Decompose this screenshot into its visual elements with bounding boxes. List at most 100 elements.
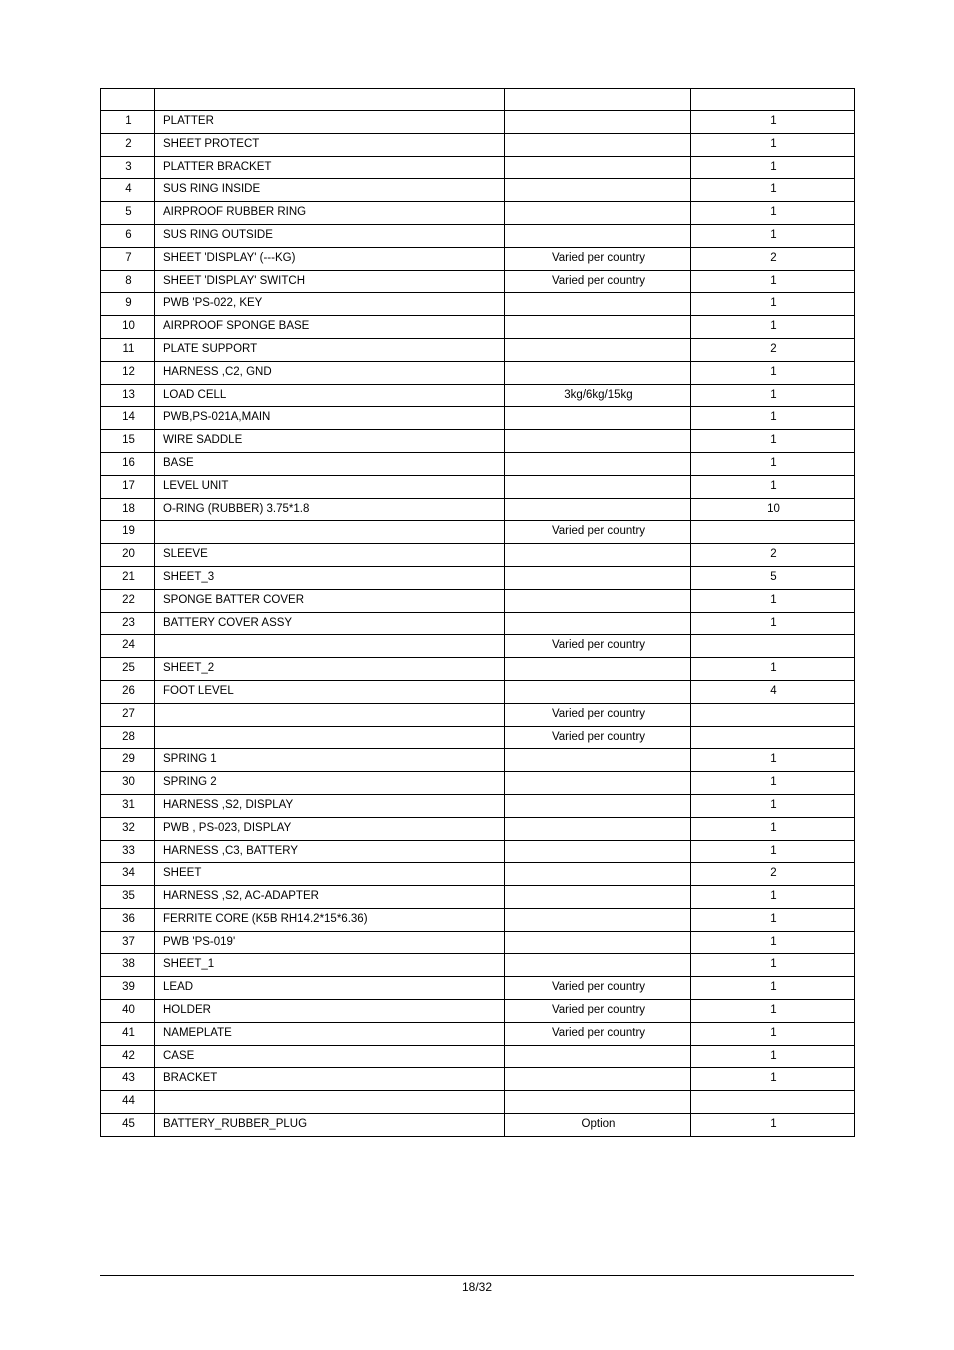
table-row: 7SHEET 'DISPLAY' (---KG)Varied per count… xyxy=(101,247,855,270)
cell-qty: 1 xyxy=(691,1114,855,1137)
table-row: 25SHEET_21 xyxy=(101,658,855,681)
cell-no: 31 xyxy=(101,794,155,817)
cell-no: 5 xyxy=(101,202,155,225)
cell-description: SHEET_2 xyxy=(155,658,505,681)
cell-description: BATTERY COVER ASSY xyxy=(155,612,505,635)
cell-description: PWB 'PS-022, KEY xyxy=(155,293,505,316)
cell-description: WIRE SADDLE xyxy=(155,430,505,453)
table-row: 41NAMEPLATEVaried per country1 xyxy=(101,1022,855,1045)
cell-no: 10 xyxy=(101,316,155,339)
cell-note xyxy=(505,931,691,954)
cell-no: 36 xyxy=(101,908,155,931)
cell-qty: 1 xyxy=(691,1022,855,1045)
cell-description: PLATE SUPPORT xyxy=(155,338,505,361)
cell-note xyxy=(505,111,691,134)
cell-note xyxy=(505,544,691,567)
cell-qty xyxy=(691,726,855,749)
cell-description: NAMEPLATE xyxy=(155,1022,505,1045)
table-row: 6SUS RING OUTSIDE1 xyxy=(101,224,855,247)
cell-note xyxy=(505,361,691,384)
cell-no: 28 xyxy=(101,726,155,749)
table-row: 26FOOT LEVEL4 xyxy=(101,680,855,703)
cell-no: 41 xyxy=(101,1022,155,1045)
cell-no: 34 xyxy=(101,863,155,886)
cell-no: 35 xyxy=(101,886,155,909)
cell-description: AIRPROOF SPONGE BASE xyxy=(155,316,505,339)
table-row: 2SHEET PROTECT 1 xyxy=(101,133,855,156)
cell-qty: 1 xyxy=(691,111,855,134)
table-row: 31HARNESS ,S2, DISPLAY1 xyxy=(101,794,855,817)
cell-no: 44 xyxy=(101,1091,155,1114)
table-row: 17LEVEL UNIT1 xyxy=(101,475,855,498)
table-row: 28Varied per country xyxy=(101,726,855,749)
cell-no: 18 xyxy=(101,498,155,521)
cell-note: Option xyxy=(505,1114,691,1137)
table-row: 1PLATTER1 xyxy=(101,111,855,134)
table-row: 5AIRPROOF RUBBER RING1 xyxy=(101,202,855,225)
cell-qty: 1 xyxy=(691,749,855,772)
table-row: 33HARNESS ,C3, BATTERY1 xyxy=(101,840,855,863)
table-row: 10AIRPROOF SPONGE BASE1 xyxy=(101,316,855,339)
cell-description: SHEET PROTECT xyxy=(155,133,505,156)
cell-qty: 1 xyxy=(691,224,855,247)
cell-qty: 10 xyxy=(691,498,855,521)
cell-qty: 1 xyxy=(691,817,855,840)
cell-no: 29 xyxy=(101,749,155,772)
cell-no: 19 xyxy=(101,521,155,544)
cell-note xyxy=(505,498,691,521)
cell-description: HARNESS ,C2, GND xyxy=(155,361,505,384)
table-row: 38SHEET_11 xyxy=(101,954,855,977)
cell-qty: 2 xyxy=(691,863,855,886)
cell-no: 24 xyxy=(101,635,155,658)
cell-qty: 2 xyxy=(691,247,855,270)
table-row: 16BASE1 xyxy=(101,452,855,475)
cell-no: 2 xyxy=(101,133,155,156)
cell-qty: 1 xyxy=(691,612,855,635)
cell-note xyxy=(505,1045,691,1068)
cell-no: 39 xyxy=(101,977,155,1000)
table-row: 11PLATE SUPPORT2 xyxy=(101,338,855,361)
cell-note: Varied per country xyxy=(505,635,691,658)
cell-description xyxy=(155,1091,505,1114)
cell-note xyxy=(505,133,691,156)
table-row: 29SPRING 11 xyxy=(101,749,855,772)
cell-note xyxy=(505,680,691,703)
cell-qty: 1 xyxy=(691,133,855,156)
cell-no: 4 xyxy=(101,179,155,202)
cell-no: 43 xyxy=(101,1068,155,1091)
table-row: 13LOAD CELL3kg/6kg/15kg1 xyxy=(101,384,855,407)
cell-no: 26 xyxy=(101,680,155,703)
table-row: 14PWB,PS-021A,MAIN1 xyxy=(101,407,855,430)
cell-description: BRACKET xyxy=(155,1068,505,1091)
cell-note xyxy=(505,452,691,475)
cell-no: 12 xyxy=(101,361,155,384)
cell-description: HARNESS ,S2, DISPLAY xyxy=(155,794,505,817)
cell-no: 17 xyxy=(101,475,155,498)
cell-note xyxy=(505,475,691,498)
table-row: 30SPRING 21 xyxy=(101,772,855,795)
cell-qty: 1 xyxy=(691,908,855,931)
cell-description: LEAD xyxy=(155,977,505,1000)
cell-description: PWB,PS-021A,MAIN xyxy=(155,407,505,430)
table-row: 34SHEET2 xyxy=(101,863,855,886)
cell-qty: 1 xyxy=(691,156,855,179)
cell-note xyxy=(505,794,691,817)
cell-qty: 1 xyxy=(691,1000,855,1023)
table-row: 45BATTERY_RUBBER_PLUGOption1 xyxy=(101,1114,855,1137)
cell-description: FERRITE CORE (K5B RH14.2*15*6.36) xyxy=(155,908,505,931)
cell-no: 37 xyxy=(101,931,155,954)
table-row: 32PWB , PS-023, DISPLAY1 xyxy=(101,817,855,840)
table-row: 43BRACKET1 xyxy=(101,1068,855,1091)
table-row: 37PWB 'PS-019'1 xyxy=(101,931,855,954)
table-row: 20SLEEVE2 xyxy=(101,544,855,567)
cell-no: 25 xyxy=(101,658,155,681)
page: 1PLATTER12SHEET PROTECT13PLATTER BRACKET… xyxy=(0,0,954,1350)
cell-no: 32 xyxy=(101,817,155,840)
table-row: 15WIRE SADDLE1 xyxy=(101,430,855,453)
page-number: 18/32 xyxy=(100,1280,854,1294)
cell-description xyxy=(155,726,505,749)
cell-description: HARNESS ,S2, AC-ADAPTER xyxy=(155,886,505,909)
cell-description: AIRPROOF RUBBER RING xyxy=(155,202,505,225)
cell-note xyxy=(505,908,691,931)
cell-description: SUS RING OUTSIDE xyxy=(155,224,505,247)
